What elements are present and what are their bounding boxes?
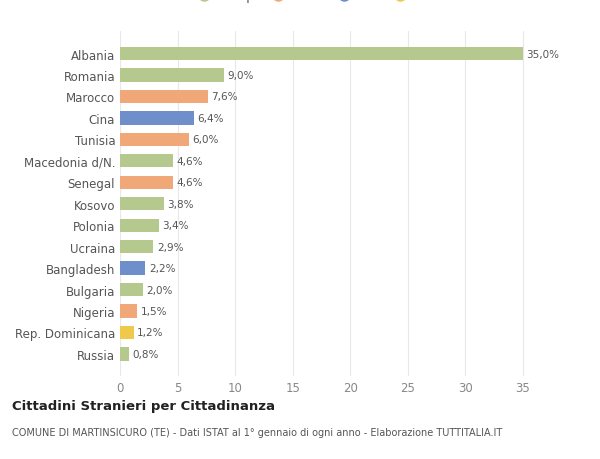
Bar bbox=[120, 326, 134, 339]
Bar bbox=[120, 134, 189, 147]
Text: 4,6%: 4,6% bbox=[176, 178, 203, 188]
Bar bbox=[120, 283, 143, 297]
Bar bbox=[120, 69, 224, 83]
Text: COMUNE DI MARTINSICURO (TE) - Dati ISTAT al 1° gennaio di ogni anno - Elaborazio: COMUNE DI MARTINSICURO (TE) - Dati ISTAT… bbox=[12, 427, 502, 437]
Text: 1,5%: 1,5% bbox=[141, 306, 167, 316]
Text: Cittadini Stranieri per Cittadinanza: Cittadini Stranieri per Cittadinanza bbox=[12, 399, 275, 412]
Bar bbox=[120, 305, 137, 318]
Bar bbox=[120, 48, 523, 61]
Bar bbox=[120, 241, 154, 254]
Text: 3,8%: 3,8% bbox=[167, 199, 194, 209]
Bar bbox=[120, 112, 194, 125]
Text: 4,6%: 4,6% bbox=[176, 157, 203, 167]
Text: 2,2%: 2,2% bbox=[149, 263, 175, 274]
Bar bbox=[120, 176, 173, 190]
Bar bbox=[120, 347, 129, 361]
Bar bbox=[120, 219, 159, 232]
Text: 0,8%: 0,8% bbox=[133, 349, 159, 359]
Bar bbox=[120, 262, 145, 275]
Text: 7,6%: 7,6% bbox=[211, 92, 238, 102]
Text: 6,4%: 6,4% bbox=[197, 114, 224, 123]
Text: 3,4%: 3,4% bbox=[163, 221, 189, 231]
Text: 9,0%: 9,0% bbox=[227, 71, 253, 81]
Bar bbox=[120, 155, 173, 168]
Text: 2,9%: 2,9% bbox=[157, 242, 184, 252]
Text: 1,2%: 1,2% bbox=[137, 328, 164, 338]
Bar bbox=[120, 90, 208, 104]
Text: 2,0%: 2,0% bbox=[146, 285, 173, 295]
Text: 35,0%: 35,0% bbox=[526, 50, 559, 59]
Legend: Europa, Africa, Asia, America: Europa, Africa, Asia, America bbox=[196, 0, 470, 7]
Bar bbox=[120, 198, 164, 211]
Text: 6,0%: 6,0% bbox=[193, 135, 219, 145]
